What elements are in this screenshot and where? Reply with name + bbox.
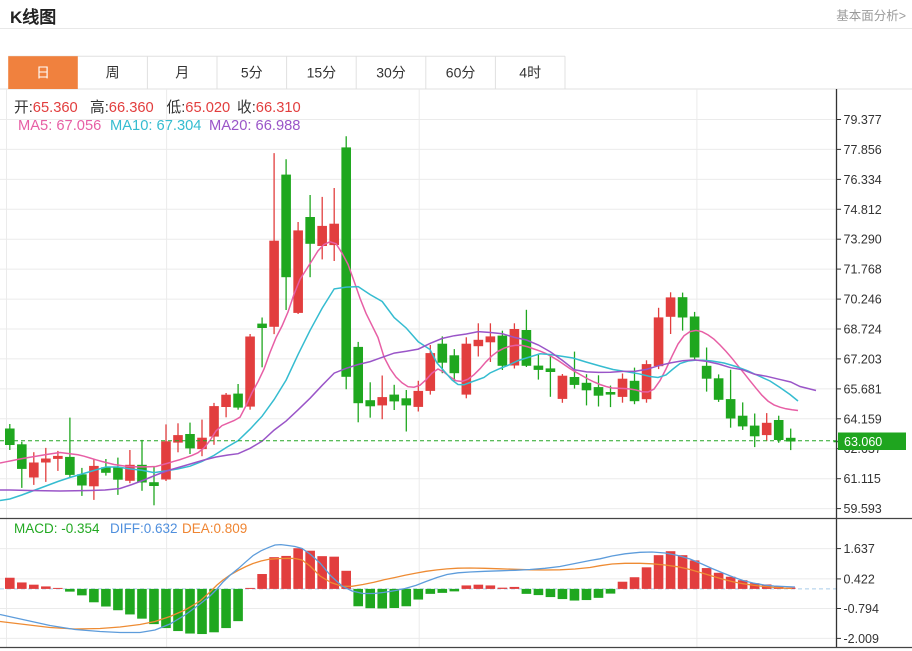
svg-text:77.856: 77.856 bbox=[844, 143, 882, 157]
svg-text:67.203: 67.203 bbox=[844, 352, 882, 366]
svg-text:71.768: 71.768 bbox=[844, 263, 882, 277]
svg-text:64.159: 64.159 bbox=[844, 412, 882, 426]
svg-text:65.681: 65.681 bbox=[844, 382, 882, 396]
svg-text:79.377: 79.377 bbox=[844, 113, 882, 127]
svg-text:K线图: K线图 bbox=[10, 7, 56, 27]
svg-text:日: 日 bbox=[36, 65, 50, 81]
svg-text:74.812: 74.812 bbox=[844, 203, 882, 217]
svg-text:61.115: 61.115 bbox=[844, 472, 881, 486]
svg-text:59.593: 59.593 bbox=[844, 502, 882, 516]
svg-text:73.290: 73.290 bbox=[844, 233, 882, 247]
svg-text:4时: 4时 bbox=[519, 65, 541, 81]
svg-text:月: 月 bbox=[175, 65, 189, 81]
svg-text:-2.009: -2.009 bbox=[844, 632, 879, 646]
svg-text:70.246: 70.246 bbox=[844, 293, 882, 307]
svg-text:68.724: 68.724 bbox=[844, 323, 882, 337]
svg-text:76.334: 76.334 bbox=[844, 173, 882, 187]
svg-text:-0.794: -0.794 bbox=[844, 602, 879, 616]
svg-text:0.422: 0.422 bbox=[844, 572, 875, 586]
svg-text:周: 周 bbox=[106, 65, 120, 81]
svg-text:30分: 30分 bbox=[376, 65, 406, 81]
svg-text:基本面分析>: 基本面分析> bbox=[836, 9, 906, 23]
svg-text:63.060: 63.060 bbox=[844, 435, 882, 449]
svg-text:15分: 15分 bbox=[307, 65, 337, 81]
svg-text:60分: 60分 bbox=[446, 65, 476, 81]
svg-text:5分: 5分 bbox=[241, 65, 263, 81]
svg-text:1.637: 1.637 bbox=[844, 542, 875, 556]
